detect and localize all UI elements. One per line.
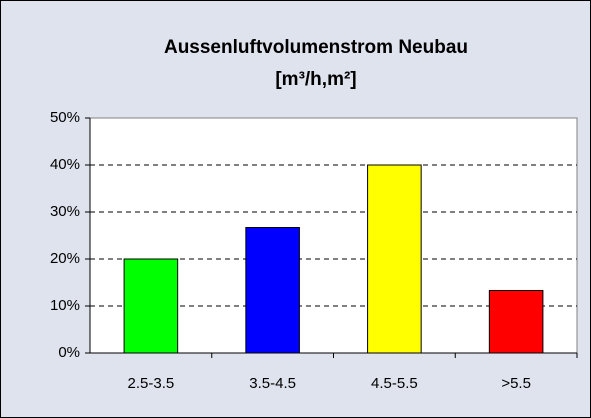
y-tick-label: 20%: [50, 250, 80, 267]
chart-title: Aussenluftvolumenstrom Neubau: [164, 37, 468, 58]
y-tick-label: 40%: [50, 156, 80, 173]
bar: [245, 227, 300, 354]
y-tick-label: 10%: [50, 297, 80, 314]
bar: [367, 164, 422, 354]
bar: [488, 289, 544, 354]
x-tick-label: >5.5: [501, 375, 531, 392]
y-tick-label: 30%: [50, 203, 80, 220]
y-tick-label: 50%: [50, 109, 80, 126]
x-tick-label: 2.5-3.5: [128, 375, 175, 392]
y-tick-label: 0%: [58, 344, 80, 361]
chart-subtitle: [m³/h,m²]: [275, 69, 356, 90]
bar: [123, 258, 179, 354]
x-tick-label: 4.5-5.5: [371, 375, 418, 392]
x-tick-label: 3.5-4.5: [249, 375, 296, 392]
